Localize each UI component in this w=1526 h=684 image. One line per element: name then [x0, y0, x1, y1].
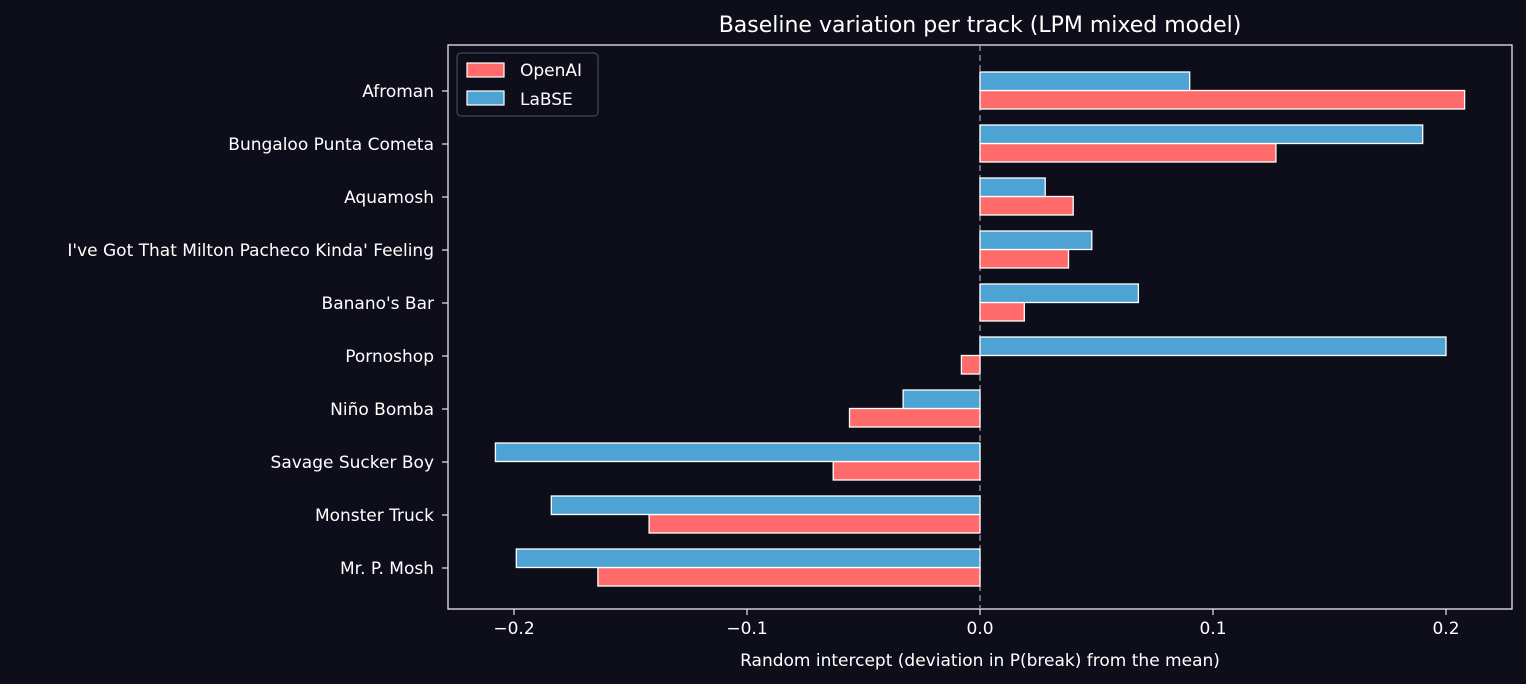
bar-openai-3 — [979, 248, 1070, 269]
bar-openai-2 — [979, 195, 1074, 216]
bar-openai-8 — [648, 513, 981, 534]
y-tick-label-1: Bungaloo Punta Cometa — [228, 135, 434, 155]
chart-title: Baseline variation per track (LPM mixed … — [719, 13, 1242, 38]
bar-labse-0 — [979, 71, 1191, 92]
y-tick-label-0: Afroman — [362, 82, 434, 102]
legend: OpenAI LaBSE — [456, 52, 599, 117]
bar-openai-0 — [979, 89, 1466, 110]
y-tick-label-5: Pornoshop — [345, 347, 434, 367]
bar-openai-4 — [979, 301, 1025, 322]
bar-labse-7 — [494, 442, 981, 463]
y-axis: Afroman Bungaloo Punta Cometa Aquamosh I've… — [67, 82, 448, 579]
bar-labse-2 — [979, 177, 1046, 198]
y-tick-label-7: Savage Sucker Boy — [271, 453, 434, 473]
x-tick-label-1: −0.1 — [726, 619, 767, 639]
bar-openai-5 — [960, 354, 981, 375]
legend-label-openai: OpenAI — [520, 61, 582, 81]
bar-labse-9 — [515, 548, 981, 569]
legend-swatch-labse — [466, 90, 505, 106]
bar-openai-9 — [597, 566, 981, 587]
y-tick-label-6: Niño Bomba — [330, 400, 434, 420]
y-tick-label-2: Aquamosh — [344, 188, 434, 208]
x-tick-label-2: 0.0 — [966, 619, 993, 639]
bar-openai-7 — [832, 460, 981, 481]
x-tick-label-4: 0.2 — [1432, 619, 1459, 639]
y-tick-label-3: I've Got That Milton Pacheco Kinda' Feel… — [67, 241, 434, 261]
bar-labse-3 — [979, 230, 1093, 251]
legend-label-labse: LaBSE — [520, 90, 573, 110]
y-tick-label-4: Banano's Bar — [322, 294, 434, 314]
bars-group — [494, 71, 1466, 587]
x-axis-label: Random intercept (deviation in P(break) … — [740, 651, 1220, 671]
bar-labse-5 — [979, 336, 1447, 357]
x-axis: −0.2 −0.1 0.0 0.1 0.2 — [493, 609, 1460, 639]
bar-labse-8 — [550, 495, 981, 516]
bar-labse-4 — [979, 283, 1140, 304]
legend-swatch-openai — [466, 62, 505, 78]
y-tick-label-8: Monster Truck — [315, 506, 434, 526]
bar-labse-6 — [902, 389, 981, 410]
bar-openai-1 — [979, 142, 1277, 163]
bar-openai-6 — [848, 407, 981, 428]
x-tick-label-0: −0.2 — [493, 619, 534, 639]
x-tick-label-3: 0.1 — [1199, 619, 1226, 639]
y-tick-label-9: Mr. P. Mosh — [340, 559, 434, 579]
bar-labse-1 — [979, 124, 1424, 145]
